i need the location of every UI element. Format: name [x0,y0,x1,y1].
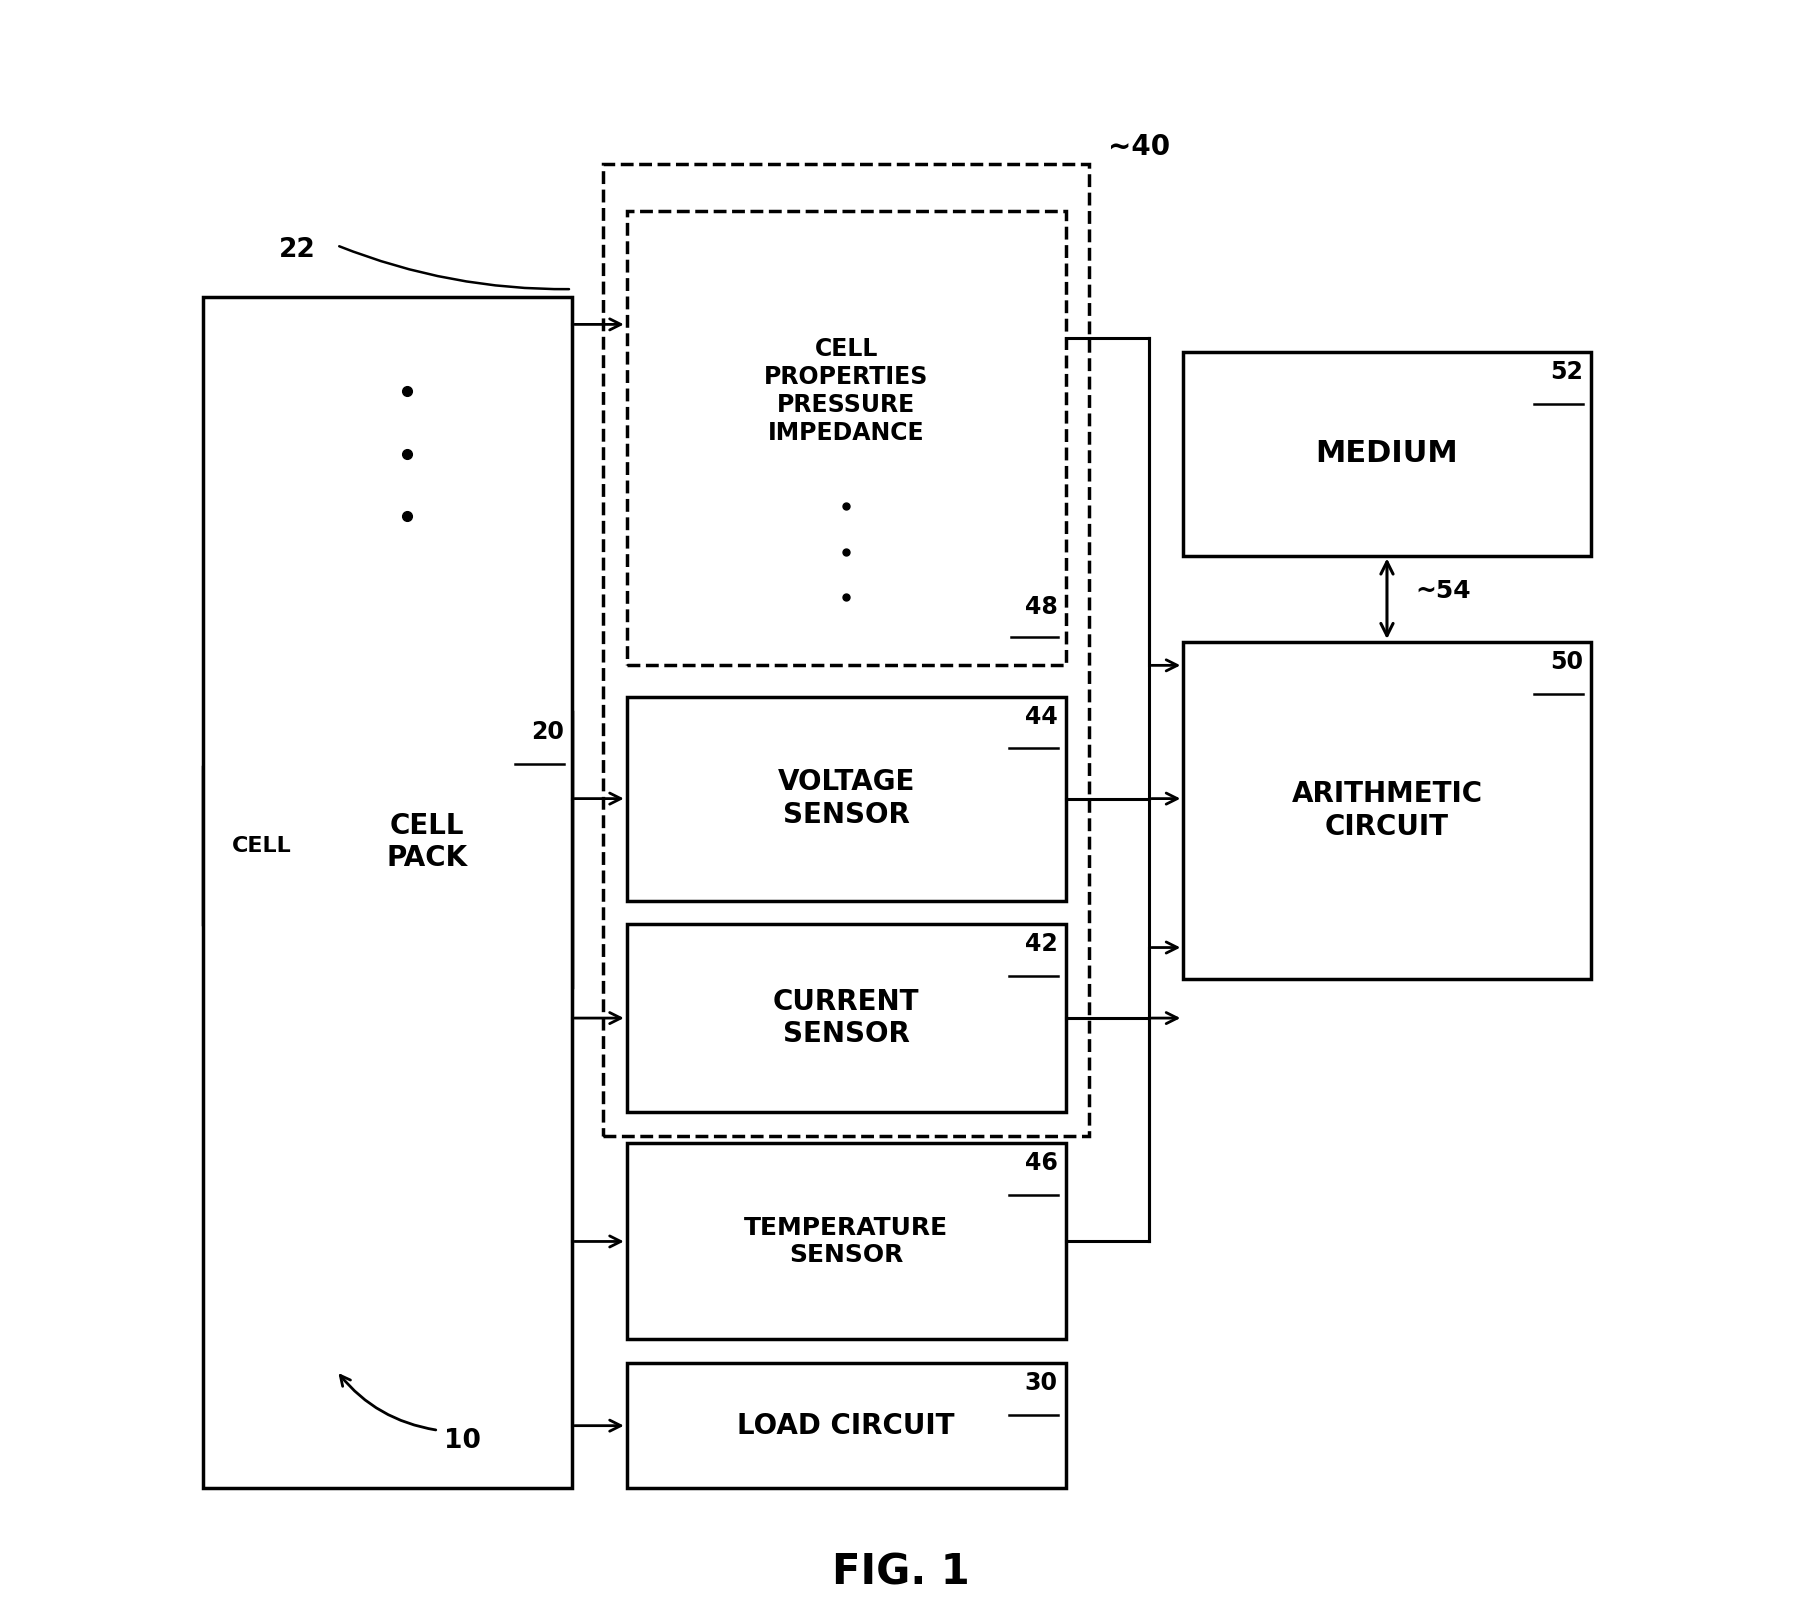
Text: 48: 48 [1025,595,1058,620]
FancyBboxPatch shape [1184,351,1591,555]
Text: CELL
PACK: CELL PACK [386,812,467,872]
Text: 50: 50 [1550,650,1582,674]
FancyBboxPatch shape [627,210,1065,666]
Text: 44: 44 [1025,705,1058,729]
FancyBboxPatch shape [281,713,571,987]
Text: TEMPERATURE
SENSOR: TEMPERATURE SENSOR [744,1215,948,1268]
Text: MEDIUM: MEDIUM [1315,440,1458,469]
FancyBboxPatch shape [627,1143,1065,1340]
Text: ~54: ~54 [1415,579,1470,603]
FancyBboxPatch shape [1184,642,1591,979]
Text: 20: 20 [532,721,564,745]
Text: VOLTAGE
SENSOR: VOLTAGE SENSOR [777,769,915,828]
Text: LOAD CIRCUIT: LOAD CIRCUIT [737,1412,955,1440]
Text: 52: 52 [1550,360,1582,384]
Text: FIG. 1: FIG. 1 [833,1550,969,1594]
Text: 46: 46 [1025,1151,1058,1175]
Text: CELL: CELL [232,836,292,855]
Text: ~40: ~40 [1108,133,1169,160]
Text: CELL
PROPERTIES
PRESSURE
IMPEDANCE: CELL PROPERTIES PRESSURE IMPEDANCE [764,337,928,445]
Text: ARITHMETIC
CIRCUIT: ARITHMETIC CIRCUIT [1292,780,1483,841]
FancyBboxPatch shape [627,924,1065,1112]
FancyBboxPatch shape [204,767,321,924]
FancyBboxPatch shape [627,697,1065,900]
Text: 22: 22 [279,238,315,263]
FancyBboxPatch shape [604,164,1088,1136]
Text: 10: 10 [443,1428,481,1454]
Text: CURRENT
SENSOR: CURRENT SENSOR [773,989,919,1048]
Text: 42: 42 [1025,933,1058,957]
Text: 30: 30 [1025,1371,1058,1395]
FancyBboxPatch shape [627,1363,1065,1488]
FancyBboxPatch shape [204,297,571,1488]
